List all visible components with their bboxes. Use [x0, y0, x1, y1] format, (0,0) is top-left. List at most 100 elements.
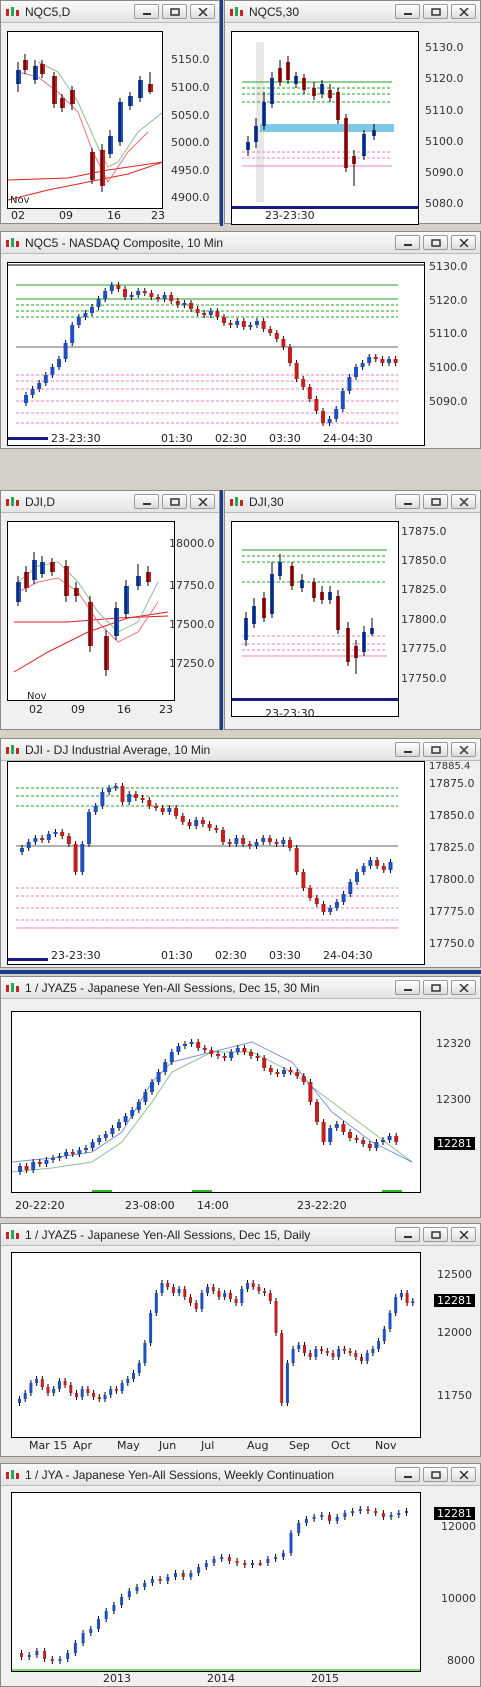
- minimize-button[interactable]: [134, 494, 159, 509]
- restore-button[interactable]: [423, 1227, 448, 1242]
- candle-body: [220, 1557, 224, 1559]
- window-jyaz5-30min[interactable]: 1 / JYAZ5 - Japanese Yen-All Sessions, D…: [0, 976, 481, 1218]
- x-tick-label: 03:30: [269, 432, 301, 445]
- candle-body: [149, 1313, 153, 1343]
- window-dji-30min[interactable]: DJI,30: [224, 490, 481, 730]
- y-tick-label: 5120.0: [425, 72, 464, 85]
- x-tick-label: 16: [107, 209, 121, 222]
- candle-body: [58, 1659, 62, 1661]
- restore-button[interactable]: [423, 494, 448, 509]
- title-bar[interactable]: 1 / JYAZ5 - Japanese Yen-All Sessions, D…: [1, 977, 480, 999]
- chart-plot-area[interactable]: [7, 521, 175, 701]
- window-nqc5-10min[interactable]: NQC5 - NASDAQ Composite, 10 Min 5130.0 5…: [0, 231, 481, 449]
- x-tick-label: 03:30: [269, 949, 301, 962]
- chart-plot-area[interactable]: [231, 521, 399, 717]
- candle-body: [127, 794, 132, 802]
- window-jyaz5-daily[interactable]: 1 / JYAZ5 - Japanese Yen-All Sessions, D…: [0, 1223, 481, 1457]
- candle-body: [288, 1070, 293, 1072]
- title-bar[interactable]: NQC5,30: [225, 1, 480, 23]
- close-button[interactable]: [451, 1467, 476, 1482]
- candle-body: [394, 1136, 399, 1142]
- candle-body: [251, 1283, 255, 1287]
- candle-body: [80, 844, 85, 872]
- restore-button[interactable]: [423, 4, 448, 19]
- chart-plot-area[interactable]: [231, 31, 419, 225]
- chart-plot-area[interactable]: [11, 1011, 421, 1193]
- close-button[interactable]: [451, 4, 476, 19]
- candle-body: [143, 1583, 147, 1587]
- candle-body: [411, 1301, 415, 1303]
- chart-plot-area[interactable]: [11, 1252, 421, 1438]
- candle-body: [281, 1553, 285, 1557]
- candle-body: [241, 838, 246, 844]
- candle-body: [301, 1076, 306, 1082]
- minimize-button[interactable]: [395, 235, 420, 250]
- candle-body: [46, 1387, 50, 1393]
- title-bar[interactable]: DJI - DJ Industrial Average, 10 Min: [1, 739, 480, 761]
- title-bar[interactable]: 1 / JYA - Japanese Yen-All Sessions, Wee…: [1, 1464, 480, 1486]
- window-jya-weekly[interactable]: 1 / JYA - Japanese Yen-All Sessions, Wee…: [0, 1463, 481, 1687]
- title-bar[interactable]: 1 / JYAZ5 - Japanese Yen-All Sessions, D…: [1, 1224, 480, 1246]
- candle-body: [297, 1523, 301, 1533]
- restore-button[interactable]: [423, 742, 448, 757]
- chart-plot-area[interactable]: [11, 1492, 421, 1672]
- title-bar[interactable]: DJI,30: [225, 491, 480, 513]
- candle-body: [248, 325, 253, 327]
- candle-body: [321, 411, 325, 423]
- candle-body: [341, 1124, 346, 1132]
- candle-body: [20, 1653, 23, 1657]
- title-bar[interactable]: NQC5 - NASDAQ Composite, 10 Min: [1, 232, 480, 254]
- close-button[interactable]: [451, 235, 476, 250]
- candle-body: [206, 1287, 210, 1293]
- chart-plot-area[interactable]: [7, 31, 163, 209]
- candle-body: [337, 1349, 341, 1357]
- restore-button[interactable]: [423, 235, 448, 250]
- candle-body: [103, 1134, 108, 1138]
- title-bar[interactable]: NQC5,D: [1, 1, 219, 23]
- minimize-button[interactable]: [395, 980, 420, 995]
- close-button[interactable]: [190, 4, 215, 19]
- candle-body: [360, 1357, 363, 1361]
- candle-body: [113, 786, 118, 788]
- restore-button[interactable]: [162, 4, 187, 19]
- window-title: 1 / JYA - Japanese Yen-All Sessions, Wee…: [25, 1468, 335, 1482]
- close-button[interactable]: [451, 980, 476, 995]
- candle-body: [120, 1383, 124, 1391]
- title-bar[interactable]: DJI,D: [1, 491, 219, 513]
- window-nqc5-daily[interactable]: NQC5,D 5150.0 5100.0: [0, 0, 220, 224]
- close-button[interactable]: [451, 742, 476, 757]
- window-nqc5-30min[interactable]: NQC5,30: [224, 0, 481, 225]
- close-button[interactable]: [451, 1227, 476, 1242]
- candle-body: [209, 1050, 214, 1054]
- restore-button[interactable]: [423, 980, 448, 995]
- y-tick-label: 17500.0: [169, 618, 215, 631]
- window-dji-daily[interactable]: DJI,D 18000.0 17750.0 175: [0, 490, 220, 730]
- close-button[interactable]: [190, 494, 215, 509]
- y-tick-label: 12000: [441, 1520, 476, 1533]
- y-tick-label: 17885.4: [429, 761, 471, 772]
- restore-button[interactable]: [162, 494, 187, 509]
- minimize-button[interactable]: [395, 1467, 420, 1482]
- candle-body: [255, 321, 259, 325]
- chart-plot-area[interactable]: [7, 262, 425, 446]
- minimize-button[interactable]: [395, 494, 420, 509]
- x-tick-label: 23-23:30: [265, 707, 315, 720]
- minimize-button[interactable]: [395, 742, 420, 757]
- candle-body: [268, 1293, 272, 1301]
- candle-body: [308, 1082, 313, 1102]
- chart-plot-area[interactable]: [7, 761, 425, 965]
- candle-body: [107, 788, 112, 792]
- close-button[interactable]: [451, 494, 476, 509]
- minimize-button[interactable]: [395, 4, 420, 19]
- minimize-button[interactable]: [134, 4, 159, 19]
- last-price-tag: 12281: [434, 1507, 475, 1520]
- minimize-button[interactable]: [395, 1227, 420, 1242]
- window-dji-10min[interactable]: DJI - DJ Industrial Average, 10 Min 1788…: [0, 738, 481, 968]
- candle-body: [89, 1629, 93, 1633]
- candle-body: [320, 1515, 324, 1517]
- candle-body: [214, 828, 219, 830]
- restore-button[interactable]: [423, 1467, 448, 1482]
- candle-body: [167, 808, 172, 812]
- window-divider: [220, 490, 223, 730]
- y-tick-label: 17825.0: [401, 583, 447, 596]
